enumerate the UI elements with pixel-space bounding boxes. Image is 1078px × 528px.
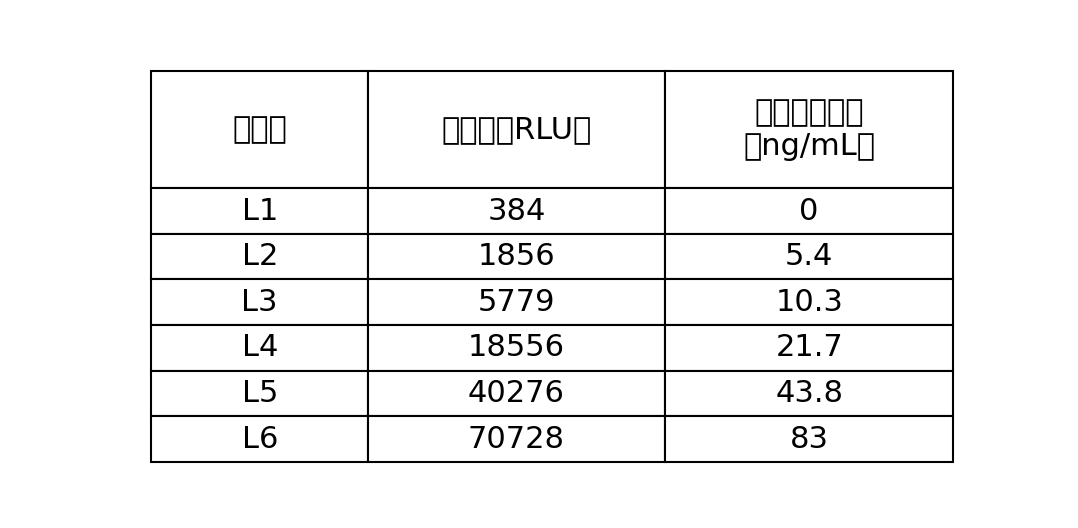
Bar — [368, 279, 665, 325]
Text: L6: L6 — [241, 425, 278, 454]
Bar — [368, 188, 665, 234]
Bar — [665, 279, 954, 325]
Text: 83: 83 — [789, 425, 829, 454]
Text: 18556: 18556 — [468, 333, 565, 362]
Text: 标准曲线浓度
（ng/mL）: 标准曲线浓度 （ng/mL） — [743, 99, 875, 161]
Text: 0: 0 — [800, 196, 819, 225]
Bar — [368, 71, 665, 188]
Bar — [665, 234, 954, 279]
Bar — [151, 416, 368, 462]
Bar — [665, 416, 954, 462]
Text: L4: L4 — [241, 333, 278, 362]
Text: L1: L1 — [241, 196, 278, 225]
Bar — [151, 234, 368, 279]
Text: 5.4: 5.4 — [785, 242, 833, 271]
Bar — [151, 71, 368, 188]
Text: 5779: 5779 — [478, 288, 555, 317]
Text: L2: L2 — [241, 242, 278, 271]
Text: 384: 384 — [487, 196, 545, 225]
Bar — [368, 371, 665, 416]
Bar — [368, 234, 665, 279]
Bar — [665, 188, 954, 234]
Text: 1856: 1856 — [478, 242, 555, 271]
Text: 10.3: 10.3 — [775, 288, 843, 317]
Text: L3: L3 — [241, 288, 278, 317]
Text: 21.7: 21.7 — [775, 333, 843, 362]
Bar — [151, 188, 368, 234]
Text: 发光值（RLU）: 发光值（RLU） — [441, 116, 592, 145]
Bar — [665, 325, 954, 371]
Bar — [151, 279, 368, 325]
Bar — [151, 371, 368, 416]
Bar — [151, 325, 368, 371]
Text: 43.8: 43.8 — [775, 379, 843, 408]
Text: 70728: 70728 — [468, 425, 565, 454]
Text: 校准品: 校准品 — [233, 116, 287, 145]
Text: 40276: 40276 — [468, 379, 565, 408]
Bar — [368, 325, 665, 371]
Text: L5: L5 — [241, 379, 278, 408]
Bar — [665, 71, 954, 188]
Bar — [665, 371, 954, 416]
Bar — [368, 416, 665, 462]
